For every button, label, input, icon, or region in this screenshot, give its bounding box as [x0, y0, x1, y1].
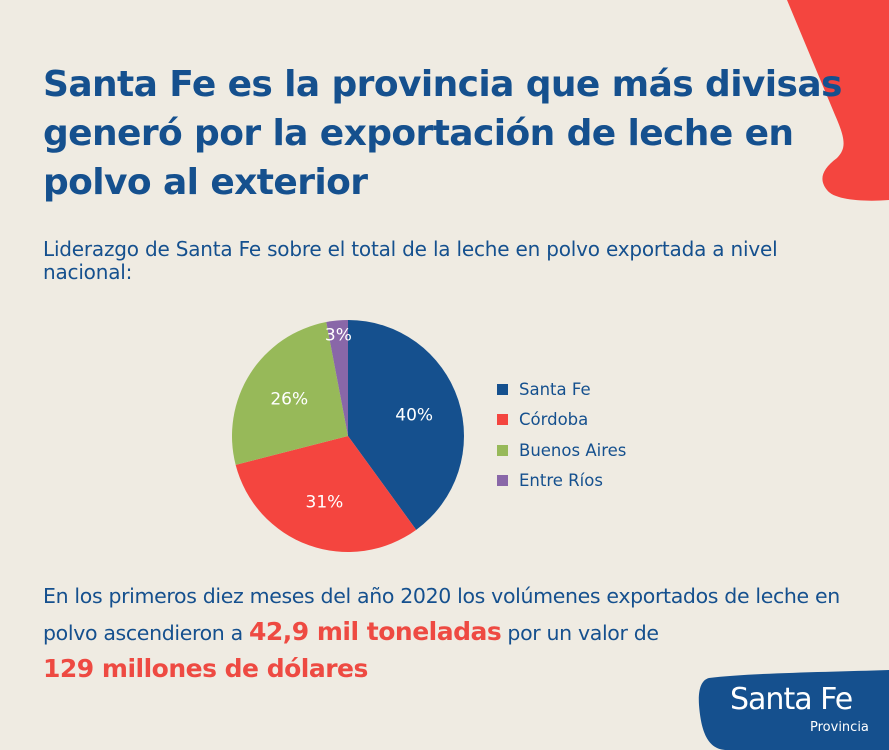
summary-text: En los primeros diez meses del año 2020 … [43, 578, 873, 688]
legend-swatch [497, 444, 508, 456]
pie-label-córdoba: 31% [306, 492, 344, 512]
logo-wordmark: Santa Fe [730, 682, 853, 717]
legend-swatch [497, 383, 508, 395]
pie-label-buenos-aires: 26% [270, 390, 308, 410]
pie-label-santa-fe: 40% [395, 405, 433, 425]
legend-label: Entre Ríos [519, 471, 603, 491]
legend-item: Santa Fe [497, 374, 626, 405]
legend-item: Córdoba [497, 405, 626, 436]
highlight-tonnage: 42,9 mil toneladas [249, 617, 502, 646]
logo-background [698, 670, 889, 750]
legend-label: Buenos Aires [519, 440, 627, 460]
pie-slice-entre-ríos [326, 320, 348, 436]
pie-slice-córdoba [235, 436, 417, 552]
legend-label: Córdoba [519, 410, 589, 430]
chart-legend: Santa Fe Córdoba Buenos Aires Entre Ríos [497, 374, 626, 496]
pie-chart: 40% 31% 26% 3% [232, 320, 464, 552]
legend-swatch [497, 414, 508, 426]
summary-part-2: por un valor de [501, 621, 659, 645]
pie-slice-buenos-aires [232, 322, 348, 465]
pie-label-entre-ríos: 3% [325, 325, 352, 345]
page-title: Santa Fe es la provincia que más divisas… [43, 64, 842, 203]
summary-part-1: En los primeros diez meses del año 2020 … [43, 584, 840, 645]
logo-subtitle: Provincia [810, 720, 869, 735]
corner-decoration [787, 0, 889, 201]
legend-item: Entre Ríos [497, 466, 626, 497]
highlight-value: 129 millones de dólares [43, 654, 368, 683]
legend-label: Santa Fe [519, 379, 591, 399]
pie-slice-santa-fe [348, 320, 464, 530]
legend-item: Buenos Aires [497, 435, 626, 466]
chart-subtitle: Liderazgo de Santa Fe sobre el total de … [43, 237, 778, 284]
legend-swatch [497, 475, 508, 487]
